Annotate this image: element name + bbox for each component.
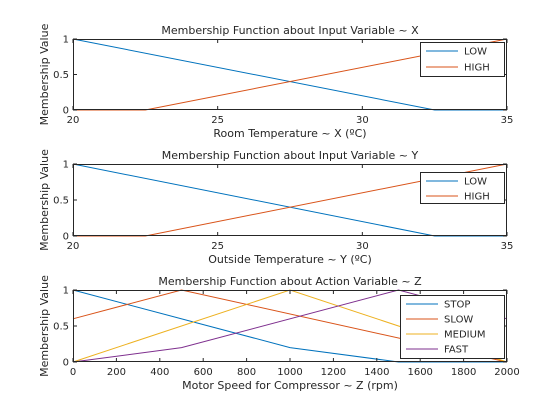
x-tick-label: 2000 — [494, 367, 519, 378]
x-tick-label: 1200 — [321, 367, 346, 378]
x-tick-label: 1400 — [364, 367, 389, 378]
x-tick-label: 1000 — [277, 367, 302, 378]
legend-label-low: LOW — [464, 47, 487, 58]
y-tick-label: 1 — [63, 286, 69, 297]
legend-label-stop: STOP — [444, 300, 470, 311]
y-tick-label: 0 — [63, 232, 69, 243]
legend-label-low: LOW — [464, 177, 487, 188]
y-tick-label: 0 — [63, 358, 69, 369]
y-tick-label: 0.5 — [53, 196, 69, 207]
x-axis-label: Room Temperature ~ X (ºC) — [213, 127, 366, 140]
chart-title: Membership Function about Input Variable… — [162, 149, 419, 162]
x-tick-label: 30 — [356, 241, 369, 252]
x-tick-label: 30 — [356, 115, 369, 126]
x-tick-label: 600 — [194, 367, 213, 378]
legend-label-high: HIGH — [464, 63, 490, 74]
x-tick-label: 35 — [501, 241, 514, 252]
y-axis-label: Membership Value — [38, 23, 51, 125]
chart-title: Membership Function about Input Variable… — [161, 24, 419, 37]
y-tick-label: 0.5 — [53, 70, 69, 81]
legend-box — [420, 172, 505, 204]
x-tick-label: 800 — [237, 367, 256, 378]
y-axis-label: Membership Value — [38, 275, 51, 377]
legend-label-slow: SLOW — [444, 315, 473, 326]
y-tick-label: 1 — [63, 35, 69, 46]
x-tick-label: 1800 — [451, 367, 476, 378]
x-tick-label: 1600 — [407, 367, 432, 378]
y-tick-label: 0 — [63, 106, 69, 117]
legend-label-high: HIGH — [464, 192, 490, 203]
y-axis-label: Membership Value — [38, 149, 51, 251]
x-tick-label: 25 — [211, 115, 224, 126]
x-tick-label: 200 — [107, 367, 126, 378]
legend-label-fast: FAST — [444, 345, 469, 356]
x-axis-label: Motor Speed for Compressor ~ Z (rpm) — [182, 379, 398, 392]
x-axis-label: Outside Temperature ~ Y (ºC) — [208, 253, 372, 266]
x-tick-label: 20 — [67, 241, 80, 252]
chart-panel-2: 20 25 30 35 0 0.5 1 Membership Function about I… — [38, 149, 513, 266]
x-tick-label: 0 — [70, 367, 76, 378]
y-tick-label: 1 — [63, 160, 69, 171]
legend: LOW HIGH — [420, 172, 505, 204]
legend-box — [420, 42, 505, 77]
y-tick-label: 0.5 — [53, 322, 69, 333]
chart-title: Membership Function about Action Variabl… — [158, 275, 422, 288]
x-tick-label: 25 — [211, 241, 224, 252]
chart-panel-3: 0 200 400 600 800 1000 1200 1400 1600 1800 2000 0 0.… — [38, 275, 520, 392]
legend-box — [400, 295, 505, 359]
x-tick-label: 400 — [150, 367, 169, 378]
legend: STOP SLOW MEDIUM FAST — [400, 295, 505, 359]
x-tick-label: 35 — [501, 115, 514, 126]
chart-panel-1: 20 25 30 35 0 0.5 1 Membership Function about I… — [38, 23, 513, 140]
legend: LOW HIGH — [420, 42, 505, 77]
x-tick-label: 20 — [67, 115, 80, 126]
legend-label-medium: MEDIUM — [444, 330, 486, 341]
